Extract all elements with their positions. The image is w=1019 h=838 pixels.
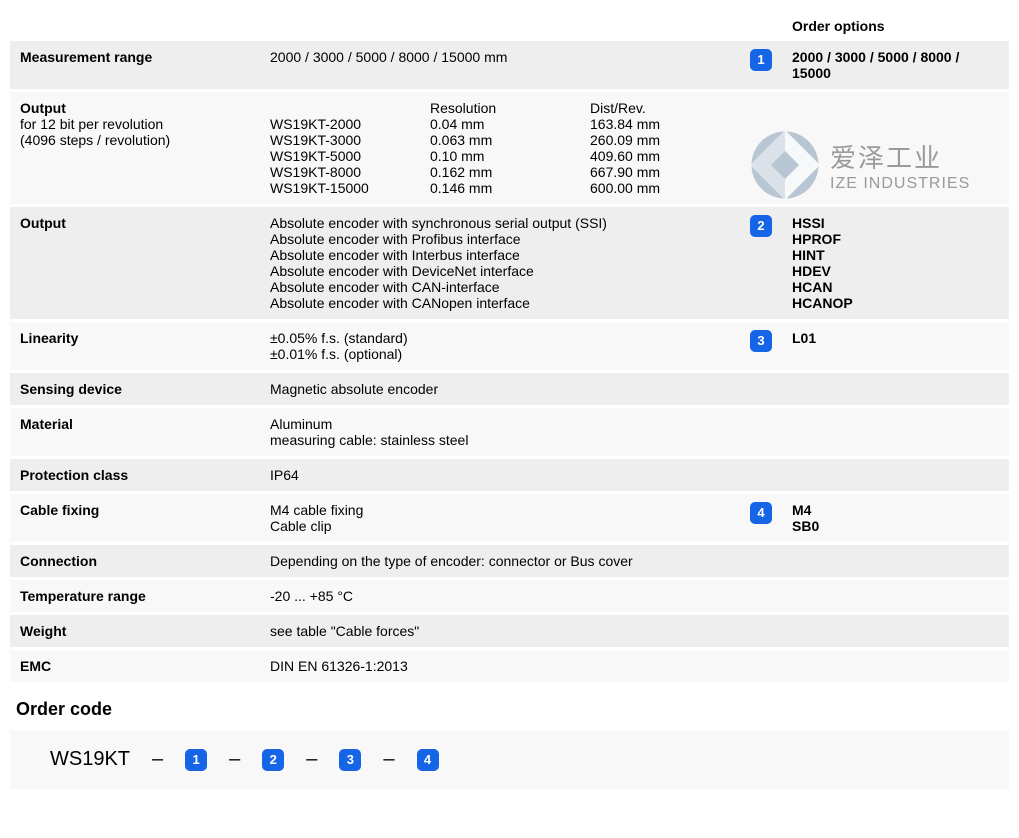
order-slot-4: 4 [417,749,439,771]
separator: – [383,748,394,771]
option: HSSI HPROF HINT HDEV HCAN HCANOP [782,206,1009,321]
separator: – [152,748,163,771]
option: 2000 / 3000 / 5000 / 8000 / 15000 [782,40,1009,91]
resolution: 0.10 mm [430,148,590,164]
row-sensing-device: Sensing device Magnetic absolute encoder [10,372,1009,407]
row-cable-fixing: Cable fixing M4 cable fixing Cable clip … [10,493,1009,544]
value: M4 cable fixing Cable clip [260,493,740,544]
row-output-type: Output Absolute encoder with synchronous… [10,206,1009,321]
badge-2: 2 [750,215,772,237]
order-code-base: WS19KT [50,748,130,771]
order-code-bar: WS19KT – 1 – 2 – 3 – 4 [10,730,1009,789]
order-slot-1: 1 [185,749,207,771]
distrev: 409.60 mm [590,148,730,164]
resolution-table: WS19KT-2000 WS19KT-3000 WS19KT-5000 WS19… [270,100,730,196]
col-header-distrev: Dist/Rev. [590,100,730,116]
badge-4: 4 [750,502,772,524]
model: WS19KT-8000 [270,164,430,180]
model: WS19KT-3000 [270,132,430,148]
label: Cable fixing [10,493,260,544]
order-slot-3: 3 [339,749,361,771]
value: DIN EN 61326-1:2013 [260,649,740,684]
resolution: 0.146 mm [430,180,590,196]
value: IP64 [260,458,740,493]
col-header-resolution: Resolution [430,100,590,116]
distrev: 667.90 mm [590,164,730,180]
value: Magnetic absolute encoder [260,372,740,407]
label: EMC [10,649,260,684]
row-output-resolution: Output for 12 bit per revolution (4096 s… [10,91,1009,206]
row-material: Material Aluminum measuring cable: stain… [10,407,1009,458]
resolution: 0.162 mm [430,164,590,180]
label: Connection [10,544,260,579]
label: Protection class [10,458,260,493]
row-temperature: Temperature range -20 ... +85 °C [10,579,1009,614]
label: Material [10,407,260,458]
row-connection: Connection Depending on the type of enco… [10,544,1009,579]
order-options-header: Order options [782,10,1009,40]
model: WS19KT-5000 [270,148,430,164]
model: WS19KT-15000 [270,180,430,196]
label: Output [10,206,260,321]
row-emc: EMC DIN EN 61326-1:2013 [10,649,1009,684]
sublabel: for 12 bit per revolution (4096 steps / … [20,116,170,148]
value: Absolute encoder with synchronous serial… [260,206,740,321]
resolution: 0.063 mm [430,132,590,148]
badge-1: 1 [750,49,772,71]
order-code-title: Order code [16,699,1009,720]
option: L01 [782,321,1009,372]
spec-table: Order options Measurement range 2000 / 3… [10,10,1009,685]
header-row: Order options [10,10,1009,40]
value: 2000 / 3000 / 5000 / 8000 / 15000 mm [260,40,740,91]
value: see table "Cable forces" [260,614,740,649]
distrev: 163.84 mm [590,116,730,132]
row-weight: Weight see table "Cable forces" [10,614,1009,649]
separator: – [229,748,240,771]
badge-3: 3 [750,330,772,352]
value: ±0.05% f.s. (standard) ±0.01% f.s. (opti… [260,321,740,372]
option: M4 SB0 [782,493,1009,544]
value: Depending on the type of encoder: connec… [260,544,1009,579]
resolution: 0.04 mm [430,116,590,132]
distrev: 600.00 mm [590,180,730,196]
label: Weight [10,614,260,649]
label: Output [20,100,66,116]
row-measurement-range: Measurement range 2000 / 3000 / 5000 / 8… [10,40,1009,91]
label: Linearity [10,321,260,372]
order-slot-2: 2 [262,749,284,771]
spec-sheet: 爱泽工业 IZE INDUSTRIES Order options Measur… [10,10,1009,789]
separator: – [306,748,317,771]
label: Measurement range [10,40,260,91]
value: Aluminum measuring cable: stainless stee… [260,407,740,458]
row-protection-class: Protection class IP64 [10,458,1009,493]
label: Temperature range [10,579,260,614]
label: Sensing device [10,372,260,407]
row-linearity: Linearity ±0.05% f.s. (standard) ±0.01% … [10,321,1009,372]
distrev: 260.09 mm [590,132,730,148]
model: WS19KT-2000 [270,116,430,132]
value: -20 ... +85 °C [260,579,740,614]
